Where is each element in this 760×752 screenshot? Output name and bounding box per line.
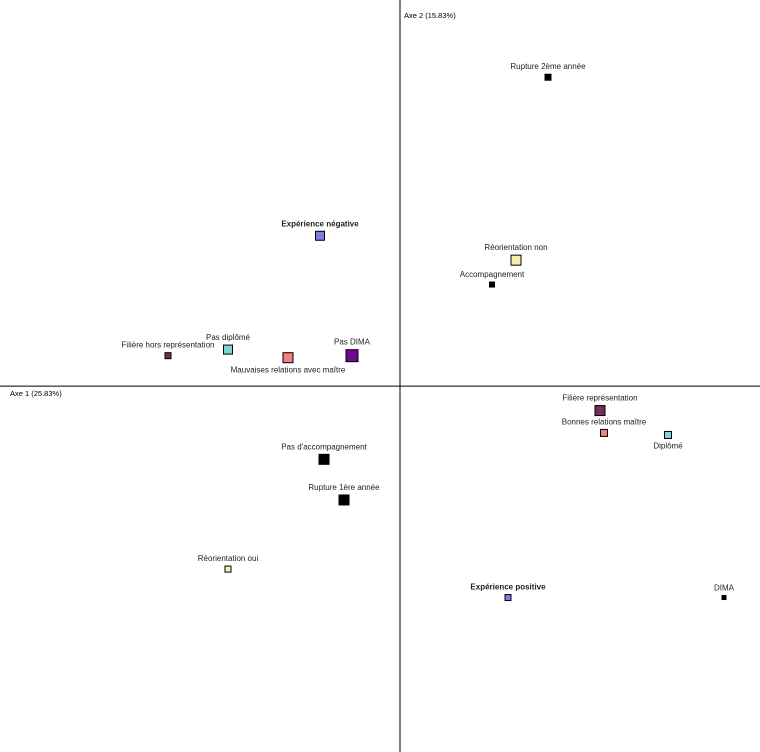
point-marker	[318, 453, 330, 465]
point-label: Mauvaises relations avec maître	[231, 366, 346, 375]
point-marker	[315, 230, 325, 241]
point-marker	[345, 349, 359, 363]
point-label: Pas d'accompagnement	[281, 442, 367, 451]
point-label: Rupture 2ème année	[510, 62, 586, 71]
point-label: Réorientation non	[484, 243, 547, 252]
point-marker	[510, 254, 522, 266]
point-marker	[223, 344, 233, 355]
point-label: Rupture 1ère année	[308, 483, 380, 492]
point-label: Filière représentation	[562, 394, 637, 403]
point-marker	[721, 595, 727, 601]
y-axis-title: Axe 2 (15.83%)	[404, 11, 456, 20]
point-label: Accompagnement	[460, 270, 525, 279]
point-label: Réorientation oui	[198, 554, 259, 563]
point-marker	[489, 281, 495, 288]
point-label: Filière hors représentation	[122, 341, 215, 350]
point-marker	[282, 352, 294, 364]
point-label: Bonnes relations maître	[562, 417, 647, 426]
point-marker	[338, 494, 350, 506]
points-group: Rupture 2ème année Expérience négative Réo…	[122, 62, 735, 602]
x-axis-title: Axe 1 (25.83%)	[10, 389, 62, 398]
point-marker	[504, 594, 512, 602]
point-marker	[544, 73, 552, 81]
point-marker	[594, 405, 606, 417]
point-label: DIMA	[714, 584, 735, 593]
point-marker	[600, 428, 608, 437]
point-marker	[224, 565, 232, 573]
point-label: Diplômé	[653, 441, 683, 450]
point-label: Pas diplômé	[206, 333, 251, 342]
point-label: Expérience positive	[470, 583, 546, 592]
point-marker	[164, 352, 172, 360]
point-label: Pas DIMA	[334, 338, 371, 347]
point-label: Expérience négative	[281, 219, 359, 228]
point-marker	[664, 430, 672, 439]
